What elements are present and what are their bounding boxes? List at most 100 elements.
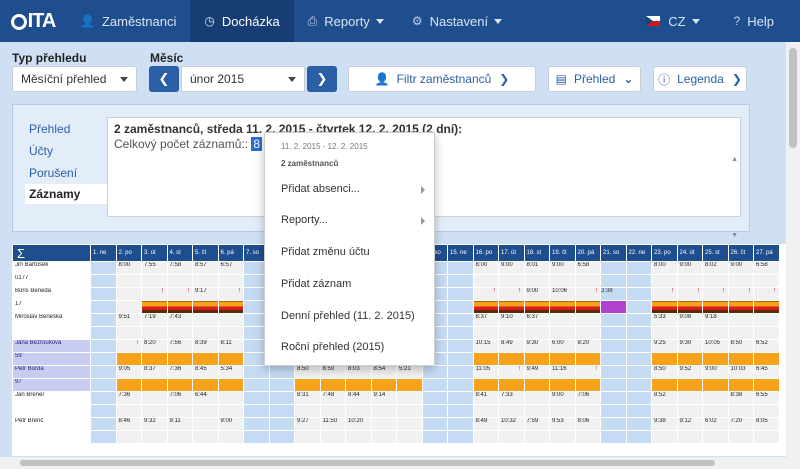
day-cell[interactable]: 8:37 — [472, 313, 499, 327]
day-cell[interactable]: ! — [217, 287, 244, 301]
day-cell[interactable]: 9:25 — [651, 339, 678, 353]
day-cell-status[interactable] — [447, 404, 474, 418]
day-cell-status[interactable] — [625, 274, 652, 288]
day-cell-status[interactable] — [676, 404, 703, 418]
day-cell[interactable]: 8:50 — [319, 365, 346, 379]
day-cell[interactable]: 8:37 — [141, 365, 168, 379]
day-cell-status[interactable] — [625, 352, 652, 366]
day-cell[interactable]: 9:00 — [498, 261, 525, 275]
day-cell-status[interactable] — [192, 378, 219, 392]
day-cell[interactable] — [702, 391, 729, 405]
day-cell[interactable]: 9:00 — [549, 391, 576, 405]
day-cell-status[interactable] — [345, 404, 372, 418]
day-cell[interactable]: 8:31 — [294, 391, 321, 405]
day-cell[interactable]: ! — [472, 287, 499, 301]
day-cell-status[interactable] — [217, 326, 244, 340]
day-cell-status[interactable] — [141, 326, 168, 340]
day-cell[interactable]: 8:39 — [192, 339, 219, 353]
day-cell-status[interactable] — [498, 430, 525, 444]
day-cell[interactable]: 11:16 — [549, 365, 576, 379]
day-cell-status[interactable] — [370, 378, 397, 392]
day-cell-status[interactable] — [753, 326, 780, 340]
day-header[interactable]: 18. st — [523, 244, 550, 262]
day-cell-status[interactable] — [676, 274, 703, 288]
day-cell[interactable]: 8:00 — [651, 261, 678, 275]
day-cell-status[interactable] — [243, 404, 270, 418]
day-cell[interactable]: 10:20 — [345, 417, 372, 431]
day-cell-status[interactable] — [141, 430, 168, 444]
day-cell[interactable]: 6:44 — [192, 391, 219, 405]
day-cell[interactable] — [90, 261, 117, 275]
day-cell[interactable] — [447, 339, 474, 353]
day-cell[interactable]: 9:52 — [676, 365, 703, 379]
day-cell-status[interactable] — [141, 300, 168, 314]
day-cell[interactable]: ! — [651, 287, 678, 301]
day-cell[interactable] — [523, 391, 550, 405]
day-cell[interactable]: 9:12 — [676, 417, 703, 431]
day-cell[interactable]: 9:00 — [217, 417, 244, 431]
day-cell-status[interactable] — [727, 378, 754, 392]
day-cell-status[interactable] — [345, 378, 372, 392]
day-cell-status[interactable] — [217, 300, 244, 314]
day-cell-status[interactable] — [319, 404, 346, 418]
day-cell-status[interactable] — [166, 378, 193, 392]
day-cell-status[interactable] — [702, 300, 729, 314]
day-cell-status[interactable] — [90, 378, 117, 392]
day-cell-status[interactable] — [625, 404, 652, 418]
day-cell[interactable]: 3:38 — [600, 287, 627, 301]
day-cell[interactable] — [447, 261, 474, 275]
day-cell-status[interactable] — [549, 404, 576, 418]
day-cell-status[interactable] — [268, 430, 295, 444]
day-cell-status[interactable] — [141, 274, 168, 288]
day-cell[interactable]: 8:06 — [574, 417, 601, 431]
day-cell-status[interactable] — [141, 352, 168, 366]
vertical-scrollbar[interactable] — [786, 42, 800, 457]
day-cell-status[interactable] — [625, 430, 652, 444]
day-cell-status[interactable] — [549, 430, 576, 444]
day-cell-status[interactable] — [115, 300, 142, 314]
day-cell-status[interactable] — [396, 378, 423, 392]
day-cell[interactable]: 8:38 — [727, 391, 754, 405]
day-cell-status[interactable] — [498, 300, 525, 314]
day-cell-status[interactable] — [574, 274, 601, 288]
day-cell[interactable]: 9:18 — [702, 313, 729, 327]
menu-yearly-overview[interactable]: Roční přehled (2015) — [281, 341, 431, 353]
day-cell[interactable] — [625, 261, 652, 275]
employee-filter-button[interactable]: 👤 Filtr zaměstnanců ❯ — [348, 66, 536, 92]
day-cell[interactable]: 9:00 — [523, 287, 550, 301]
day-cell-status[interactable] — [600, 352, 627, 366]
day-cell[interactable]: 8:00 — [115, 261, 142, 275]
day-cell-status[interactable] — [523, 300, 550, 314]
day-cell-status[interactable] — [192, 404, 219, 418]
tab-overview[interactable]: Přehled — [29, 122, 71, 136]
day-header[interactable]: 24. út — [676, 244, 703, 262]
day-cell[interactable] — [447, 417, 474, 431]
day-cell[interactable]: ! — [141, 287, 168, 301]
table-row[interactable]: Petr Borda 9:05 8:37 7:36 8:45 5:34 8:50 8:50 8:… — [12, 365, 780, 379]
day-header[interactable]: 3. út — [141, 244, 168, 262]
day-header[interactable]: 25. st — [702, 244, 729, 262]
day-cell-status[interactable] — [600, 274, 627, 288]
day-cell-status[interactable] — [651, 404, 678, 418]
day-cell-status[interactable] — [447, 274, 474, 288]
day-cell[interactable]: 9:30 — [523, 339, 550, 353]
day-cell-status[interactable] — [421, 430, 448, 444]
day-cell-status[interactable] — [676, 300, 703, 314]
vertical-scroll-thumb[interactable] — [789, 48, 797, 148]
day-cell[interactable] — [753, 313, 780, 327]
day-cell-status[interactable] — [345, 430, 372, 444]
day-cell-status[interactable] — [549, 300, 576, 314]
day-cell[interactable]: 8:11 — [217, 339, 244, 353]
day-cell-status[interactable] — [268, 378, 295, 392]
day-cell-status[interactable] — [90, 404, 117, 418]
day-cell-status[interactable] — [727, 352, 754, 366]
day-cell-status[interactable] — [753, 378, 780, 392]
day-cell[interactable]: 6:02 — [702, 417, 729, 431]
day-cell[interactable]: 10:03 — [727, 365, 754, 379]
day-cell-status[interactable] — [447, 300, 474, 314]
day-cell-status[interactable] — [523, 430, 550, 444]
day-cell[interactable]: 7:20 — [727, 417, 754, 431]
day-cell-status[interactable] — [676, 326, 703, 340]
day-cell[interactable]: 6:57 — [217, 261, 244, 275]
table-row-detail[interactable] — [12, 430, 780, 444]
